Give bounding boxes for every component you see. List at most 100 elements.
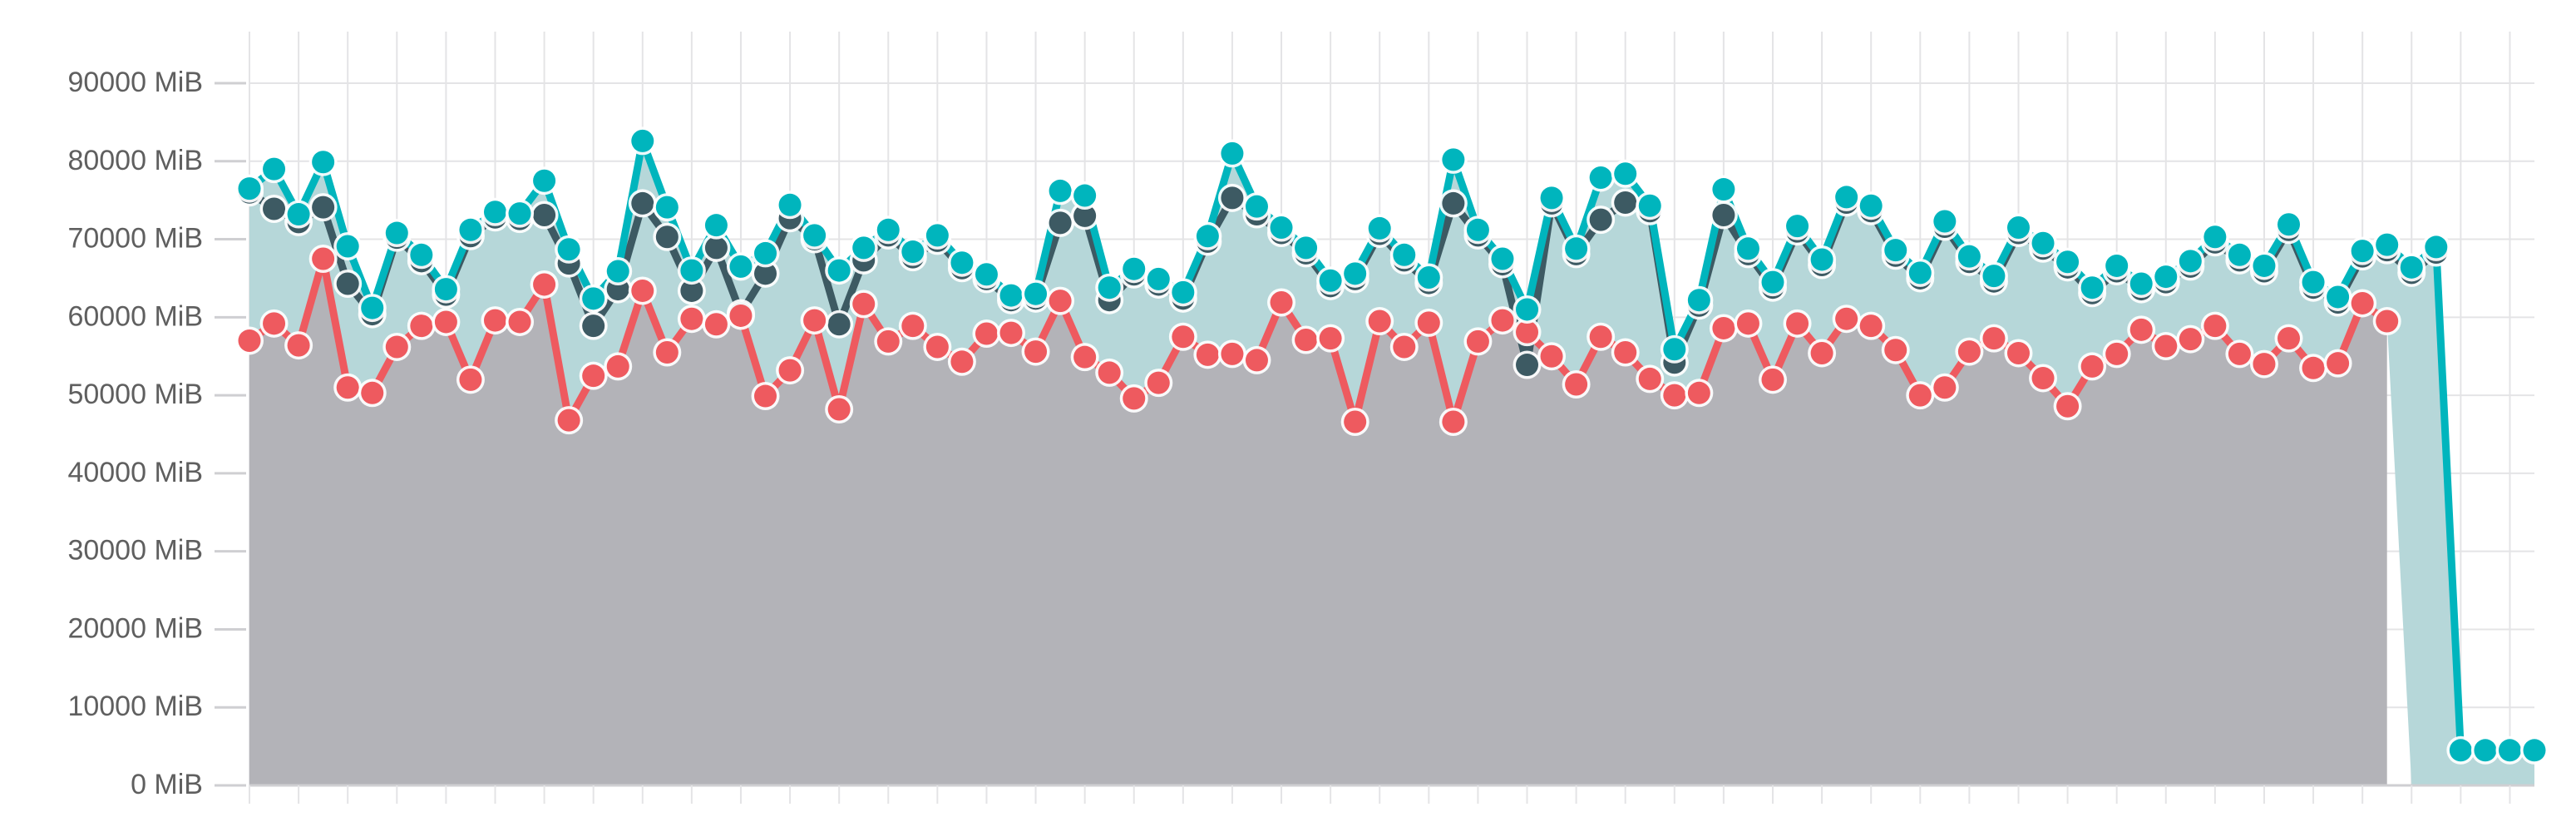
marker-dot [557, 238, 580, 261]
y-axis-label: 20000 MiB [67, 612, 203, 644]
marker-dot [754, 384, 777, 408]
marker-dot [729, 304, 753, 327]
marker-series-free [1611, 338, 1640, 367]
marker-dot [2253, 254, 2276, 277]
marker-dot [483, 201, 506, 224]
marker-dot [1933, 210, 1957, 233]
marker-series-total [530, 166, 559, 196]
marker-dot [336, 376, 359, 399]
marker-dot [1614, 162, 1637, 186]
marker-series-total [800, 220, 829, 250]
marker-dot [361, 296, 384, 319]
marker-series-used [333, 270, 363, 299]
marker-dot [1123, 387, 1146, 410]
marker-dot [459, 218, 482, 241]
y-axis-label: 50000 MiB [67, 379, 203, 410]
marker-series-total [1217, 139, 1246, 168]
marker-dot [2351, 291, 2374, 314]
marker-series-free [358, 379, 387, 408]
marker-dot [704, 214, 728, 237]
marker-dot [1810, 248, 1833, 271]
marker-series-total [604, 257, 633, 286]
marker-series-free [1070, 343, 1099, 372]
marker-dot [1712, 316, 1735, 339]
marker-dot [2400, 255, 2423, 279]
marker-dot [2327, 285, 2350, 309]
marker-dot [1172, 325, 1195, 349]
marker-series-free [1340, 407, 1369, 436]
marker-dot [2031, 366, 2055, 389]
axis-ticks [215, 82, 2534, 804]
marker-dot [2129, 318, 2153, 341]
y-axis-label: 80000 MiB [67, 145, 203, 176]
marker-series-free [1389, 332, 1419, 361]
marker-series-free [800, 306, 829, 335]
marker-series-used [1439, 189, 1468, 218]
marker-dot [631, 279, 654, 302]
marker-series-free [1488, 306, 1517, 335]
marker-dot [925, 224, 949, 247]
marker-series-free [2127, 315, 2156, 344]
marker-series-total [947, 248, 976, 277]
marker-series-total [2225, 240, 2254, 270]
marker-series-free [1979, 324, 2008, 353]
marker-series-free [874, 327, 903, 356]
marker-dot [533, 169, 556, 192]
marker-dot [876, 329, 900, 353]
marker-dot [410, 243, 433, 266]
marker-series-total [1046, 176, 1075, 206]
marker-series-total [997, 281, 1025, 310]
marker-series-total [1832, 182, 1861, 211]
marker-series-total [382, 219, 412, 248]
marker-series-total [1611, 159, 1640, 188]
marker-series-used [1070, 201, 1099, 230]
marker-dot [1663, 338, 1686, 361]
marker-dot [1344, 262, 1367, 285]
marker-series-total [923, 220, 952, 250]
marker-series-free [506, 307, 535, 336]
marker-dot [1319, 327, 1342, 350]
marker-dot [950, 251, 974, 275]
marker-dot [2302, 356, 2325, 379]
marker-dot [1221, 141, 1244, 165]
marker-series-free [726, 301, 755, 330]
marker-dot [1516, 320, 1539, 344]
marker-series-free [235, 326, 264, 355]
marker-series-free [1734, 309, 1763, 338]
marker-dot [385, 335, 408, 359]
marker-dot [2474, 739, 2497, 762]
marker-series-free [530, 270, 559, 299]
marker-dot [1049, 179, 1072, 202]
marker-series-free [2053, 392, 2082, 421]
marker-series-total [702, 210, 731, 240]
marker-series-total [1439, 145, 1468, 174]
marker-series-free [1095, 358, 1124, 387]
marker-series-free [259, 309, 289, 338]
marker-dot [336, 235, 359, 258]
marker-dot [1393, 243, 1416, 266]
marker-series-total [1685, 285, 1714, 314]
marker-series-total [2127, 270, 2156, 299]
marker-series-total [284, 200, 313, 229]
marker-dot [1196, 225, 1219, 248]
marker-dot [1221, 342, 1244, 365]
marker-dot [1516, 354, 1539, 377]
y-axis-label: 30000 MiB [67, 535, 203, 567]
marker-series-free [1242, 345, 1271, 374]
marker-dot [1835, 307, 1858, 330]
marker-dot [852, 292, 876, 315]
marker-dot [2277, 327, 2301, 350]
marker-series-free [1365, 307, 1394, 336]
marker-series-free [1906, 381, 1935, 410]
marker-series-used [308, 193, 338, 222]
marker-series-free [2029, 364, 2058, 393]
marker-series-free [849, 290, 878, 319]
marker-series-free [677, 305, 706, 334]
marker-series-free [407, 311, 436, 340]
marker-dot [729, 255, 753, 278]
marker-series-free [284, 331, 313, 360]
marker-dot [1908, 384, 1932, 407]
marker-dot [1736, 237, 1759, 260]
marker-series-free [1316, 324, 1345, 353]
